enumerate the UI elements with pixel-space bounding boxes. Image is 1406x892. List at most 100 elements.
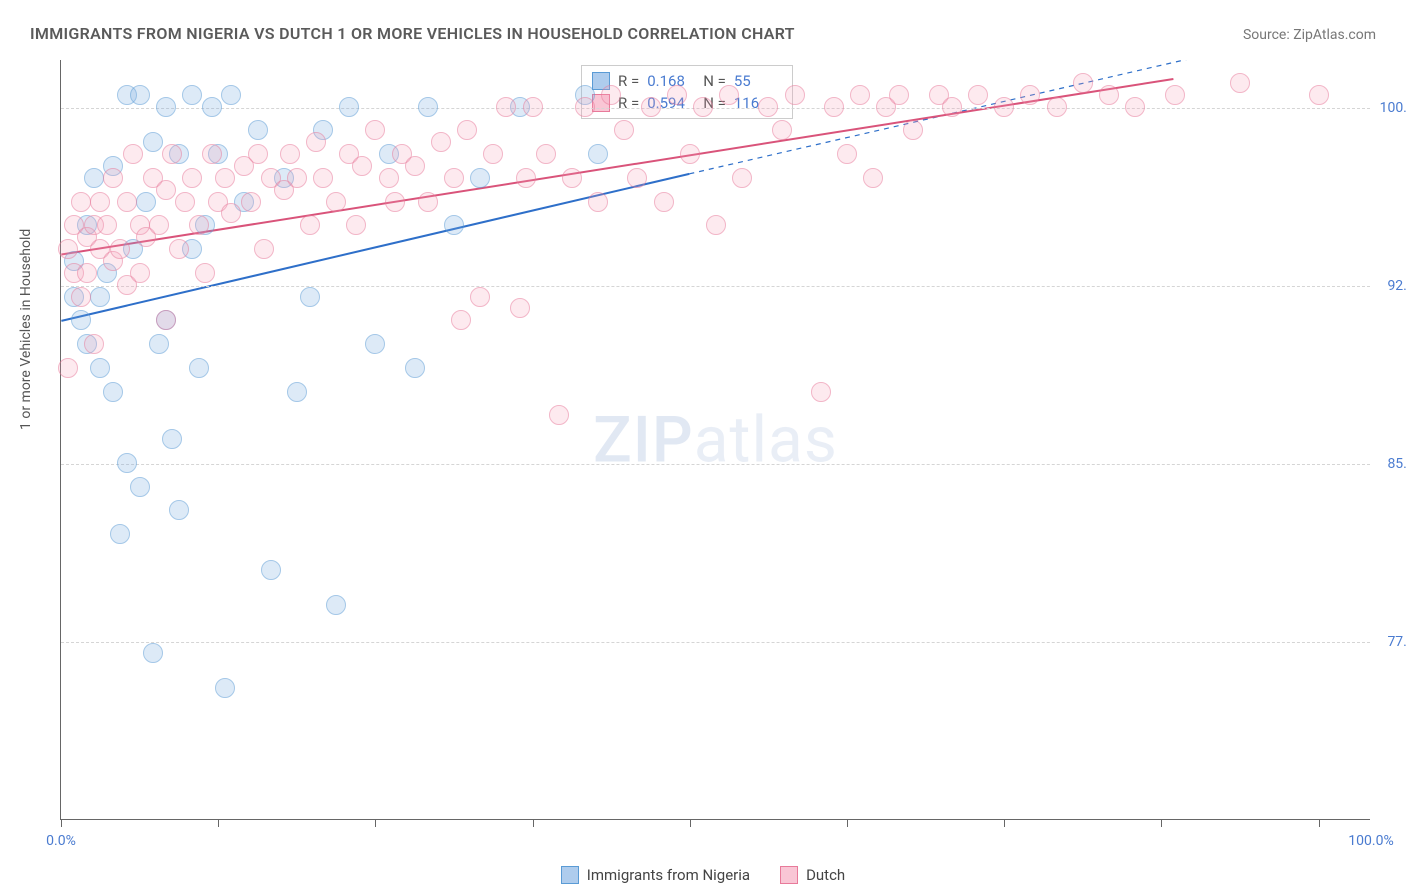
data-point: [248, 120, 268, 140]
x-tick: [375, 819, 376, 827]
data-point: [379, 168, 399, 188]
data-point: [1309, 85, 1329, 105]
data-point: [627, 168, 647, 188]
data-point: [1125, 97, 1145, 117]
data-point: [189, 215, 209, 235]
legend-n-value: 55: [734, 72, 782, 90]
data-point: [523, 97, 543, 117]
data-point: [143, 643, 163, 663]
data-point: [824, 97, 844, 117]
data-point: [850, 85, 870, 105]
data-point: [110, 239, 130, 259]
data-point: [306, 132, 326, 152]
data-point: [130, 477, 150, 497]
data-point: [346, 215, 366, 235]
data-point: [457, 120, 477, 140]
data-point: [202, 144, 222, 164]
data-point: [1165, 85, 1185, 105]
data-point: [365, 334, 385, 354]
data-point: [280, 144, 300, 164]
data-point: [1073, 73, 1093, 93]
legend-label: Dutch: [806, 866, 845, 884]
data-point: [71, 287, 91, 307]
watermark: ZIPatlas: [593, 402, 838, 477]
data-point: [58, 358, 78, 378]
chart-container: IMMIGRANTS FROM NIGERIA VS DUTCH 1 OR MO…: [0, 0, 1406, 892]
data-point: [785, 85, 805, 105]
data-point: [444, 215, 464, 235]
data-point: [110, 524, 130, 544]
data-point: [182, 168, 202, 188]
gridline-h: [61, 286, 1370, 287]
data-point: [562, 168, 582, 188]
data-point: [693, 97, 713, 117]
data-point: [300, 215, 320, 235]
data-point: [470, 168, 490, 188]
data-point: [162, 144, 182, 164]
x-tick: [533, 819, 534, 827]
data-point: [71, 192, 91, 212]
data-point: [287, 168, 307, 188]
data-point: [261, 560, 281, 580]
data-point: [175, 192, 195, 212]
data-point: [90, 287, 110, 307]
data-point: [182, 85, 202, 105]
data-point: [549, 405, 569, 425]
data-point: [706, 215, 726, 235]
data-point: [313, 168, 333, 188]
data-point: [575, 97, 595, 117]
gridline-h: [61, 464, 1370, 465]
x-tick: [1004, 819, 1005, 827]
x-tick-label: 100.0%: [1348, 833, 1393, 849]
data-point: [654, 192, 674, 212]
data-point: [510, 298, 530, 318]
data-point: [418, 192, 438, 212]
data-point: [156, 180, 176, 200]
data-point: [143, 132, 163, 152]
legend-r-key: R =: [618, 94, 639, 112]
chart-title: IMMIGRANTS FROM NIGERIA VS DUTCH 1 OR MO…: [30, 24, 795, 43]
data-point: [1099, 85, 1119, 105]
data-point: [287, 382, 307, 402]
data-point: [758, 97, 778, 117]
x-tick-label: 0.0%: [46, 833, 76, 849]
data-point: [483, 144, 503, 164]
legend-row: R =0.168N =55: [592, 70, 782, 92]
series-legend: Immigrants from NigeriaDutch: [0, 866, 1406, 884]
data-point: [431, 132, 451, 152]
data-point: [58, 239, 78, 259]
data-point: [248, 144, 268, 164]
x-tick: [61, 819, 62, 827]
data-point: [405, 358, 425, 378]
legend-swatch: [780, 866, 798, 884]
data-point: [97, 215, 117, 235]
data-point: [162, 429, 182, 449]
data-point: [889, 85, 909, 105]
data-point: [71, 310, 91, 330]
data-point: [130, 85, 150, 105]
data-point: [215, 168, 235, 188]
x-tick: [690, 819, 691, 827]
x-tick: [1161, 819, 1162, 827]
data-point: [516, 168, 536, 188]
data-point: [418, 97, 438, 117]
trend-lines: [61, 60, 1370, 819]
data-point: [1230, 73, 1250, 93]
y-tick-label: 85.0%: [1375, 456, 1406, 472]
data-point: [202, 97, 222, 117]
data-point: [90, 192, 110, 212]
data-point: [772, 120, 792, 140]
data-point: [77, 263, 97, 283]
data-point: [1020, 85, 1040, 105]
data-point: [149, 334, 169, 354]
data-point: [326, 192, 346, 212]
data-point: [588, 192, 608, 212]
x-tick: [218, 819, 219, 827]
data-point: [117, 453, 137, 473]
legend-r-key: R =: [618, 72, 639, 90]
data-point: [169, 500, 189, 520]
plot-area: ZIPatlas R =0.168N =55R =0.594N =116 77.…: [60, 60, 1370, 820]
data-point: [811, 382, 831, 402]
data-point: [942, 97, 962, 117]
gridline-h: [61, 108, 1370, 109]
